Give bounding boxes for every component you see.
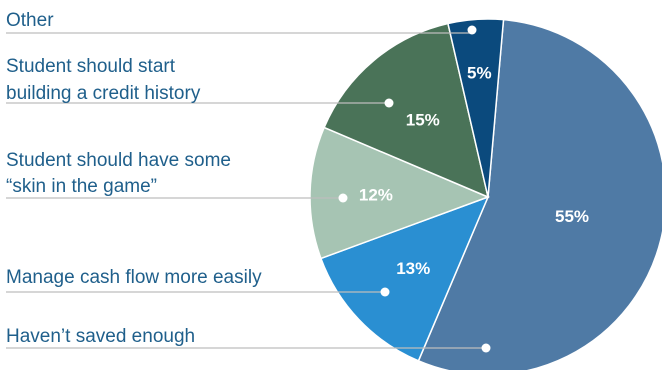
- leader-dot-4: [384, 98, 394, 108]
- leader-dot-3: [338, 193, 348, 203]
- category-label-5: Other: [6, 10, 54, 31]
- slice-percent-label-5: 5%: [467, 64, 492, 83]
- slice-percent-label-4: 15%: [406, 110, 440, 129]
- pie-slice-1: [417, 18, 662, 370]
- category-label-4: Student should start building a credit hi…: [6, 56, 201, 104]
- category-label-1: Haven’t saved enough: [6, 326, 195, 347]
- leader-lines-layer: [6, 25, 491, 353]
- slice-percent-label-3: 12%: [359, 185, 393, 204]
- percent-labels-layer: 55% 13% 12% 15% 5%: [359, 64, 589, 278]
- leader-dot-1: [481, 343, 491, 353]
- pie-slice-3: [309, 126, 491, 260]
- pie-slice-4: [323, 22, 490, 199]
- leader-dot-5: [467, 25, 477, 35]
- slice-percent-label-1: 55%: [555, 207, 589, 226]
- leader-dot-2: [380, 287, 390, 297]
- category-label-3: Student should have some “skin in the gam…: [6, 150, 231, 197]
- slice-percent-label-2: 13%: [396, 259, 430, 278]
- pie-slice-5: [447, 18, 505, 198]
- category-label-2: Manage cash flow more easily: [6, 267, 262, 288]
- pie-slice-2: [319, 195, 490, 362]
- category-labels-layer: Haven’t saved enough Manage cash flow mor…: [6, 10, 262, 347]
- slices-layer: [309, 18, 662, 370]
